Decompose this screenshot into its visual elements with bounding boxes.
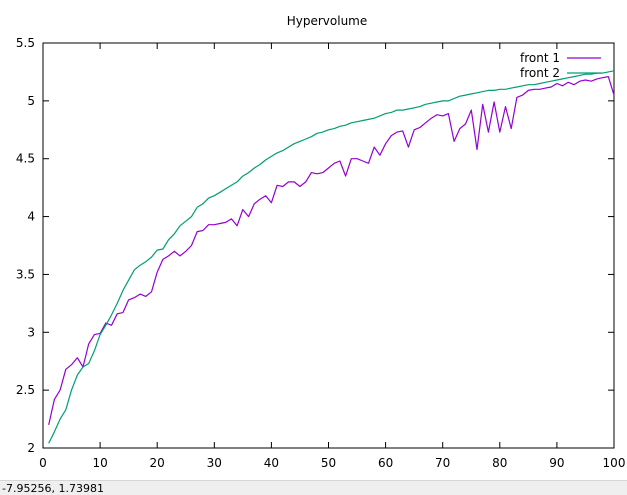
y-tick-label: 5 [27, 94, 35, 108]
legend-label[interactable]: front 1 [520, 51, 560, 65]
x-tick-label: 60 [378, 456, 393, 470]
x-tick-label: 40 [264, 456, 279, 470]
series-line-1 [48, 75, 615, 426]
x-tick-label: 20 [150, 456, 165, 470]
axis-ticks: 0 10 20 30 40 50 60 70 80 90 100 2 2.5 3 3.5 4 4.5 5 5.5 [16, 36, 626, 470]
y-tick-label: 3 [27, 325, 35, 339]
x-tick-label: 80 [492, 456, 507, 470]
x-tick-label: 100 [603, 456, 626, 470]
x-tick-label: 10 [92, 456, 107, 470]
series-lines [48, 70, 615, 444]
x-tick-label: 30 [207, 456, 222, 470]
x-tick-label: 70 [435, 456, 450, 470]
y-tick-label: 5.5 [16, 36, 35, 50]
y-tick-label: 4.5 [16, 152, 35, 166]
y-tick-label: 4 [27, 210, 35, 224]
legend-label[interactable]: front 2 [520, 66, 560, 80]
x-tick-label: 50 [321, 456, 336, 470]
plot-area-border [42, 42, 615, 449]
y-tick-label: 2 [27, 441, 35, 455]
series-line-2 [48, 70, 615, 444]
y-tick-label: 2.5 [16, 383, 35, 397]
chart-title: Hypervolume [287, 14, 368, 28]
hypervolume-chart: Hypervolume 0 10 20 30 40 50 60 70 80 90 100 2 2.5 3 3… [16, 14, 626, 470]
y-tick-label: 3.5 [16, 267, 35, 281]
x-tick-label: 90 [549, 456, 564, 470]
x-tick-label: 0 [39, 456, 47, 470]
cursor-coordinates: -7.95256, 1.73981 [2, 482, 104, 495]
status-bar: -7.95256, 1.73981 [0, 480, 627, 495]
